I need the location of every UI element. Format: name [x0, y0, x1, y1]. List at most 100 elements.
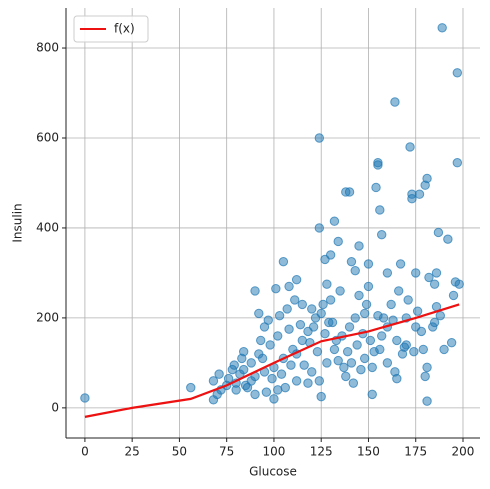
point: [282, 304, 292, 314]
point: [299, 360, 309, 370]
point: [354, 241, 364, 251]
point: [446, 337, 457, 348]
y-tick-label: 800: [36, 41, 59, 55]
x-tick-label: 125: [310, 445, 333, 459]
point: [363, 281, 374, 292]
point: [414, 189, 425, 199]
x-tick-label: 200: [452, 445, 475, 459]
point: [424, 272, 434, 283]
point: [392, 335, 402, 346]
point: [250, 389, 260, 400]
point: [314, 376, 325, 386]
point: [238, 346, 249, 357]
point: [278, 256, 289, 267]
point: [422, 396, 432, 406]
y-tick-label: 200: [36, 310, 59, 324]
point: [254, 308, 264, 319]
point: [320, 328, 330, 339]
point: [322, 358, 332, 368]
x-tick-label: 150: [357, 445, 380, 459]
point: [376, 331, 387, 341]
point: [276, 369, 287, 379]
point: [422, 362, 432, 373]
point: [394, 286, 404, 296]
point: [329, 344, 340, 355]
point: [214, 369, 224, 379]
point: [359, 308, 370, 319]
point: [242, 382, 253, 393]
point: [263, 315, 273, 325]
x-tick-label: 50: [172, 445, 187, 459]
point: [303, 378, 313, 388]
point: [286, 360, 296, 370]
point: [308, 322, 319, 332]
point: [274, 310, 285, 321]
point: [333, 236, 343, 247]
point: [250, 286, 260, 296]
point: [329, 216, 340, 226]
point: [452, 158, 463, 168]
point: [352, 340, 362, 350]
point: [454, 279, 464, 289]
point: [350, 313, 360, 323]
point: [231, 385, 241, 395]
point: [367, 389, 377, 400]
point: [257, 353, 268, 364]
point: [273, 385, 283, 395]
point: [348, 378, 359, 388]
point: [273, 331, 283, 341]
point: [325, 250, 336, 260]
point: [422, 173, 432, 184]
point: [186, 382, 196, 393]
point: [261, 387, 272, 397]
point: [307, 304, 317, 314]
point: [373, 310, 383, 321]
point: [284, 281, 294, 292]
point: [443, 234, 453, 244]
y-tick-label: 600: [36, 130, 59, 144]
point: [339, 362, 349, 373]
point: [373, 160, 383, 170]
x-axis-label: Glucose: [249, 465, 297, 479]
point: [369, 346, 379, 357]
point: [448, 290, 459, 301]
point: [316, 308, 326, 319]
point: [439, 344, 449, 355]
point: [346, 358, 357, 368]
point: [312, 346, 323, 357]
point: [429, 279, 440, 289]
point: [80, 393, 90, 403]
point: [208, 376, 219, 386]
point: [284, 324, 294, 334]
x-tick-label: 100: [262, 445, 285, 459]
point: [246, 358, 256, 368]
y-tick-label: 400: [36, 220, 59, 234]
point: [314, 223, 325, 233]
point: [403, 295, 413, 305]
point: [382, 268, 393, 278]
point: [318, 299, 328, 310]
point: [316, 391, 326, 402]
point: [344, 322, 355, 332]
y-tick-label: 0: [51, 400, 59, 414]
point: [390, 367, 400, 377]
point: [367, 362, 377, 373]
point: [297, 299, 308, 310]
point: [428, 322, 438, 332]
point: [376, 229, 387, 240]
point: [265, 340, 275, 350]
point: [405, 142, 415, 152]
point: [212, 389, 222, 400]
point: [390, 97, 400, 107]
point: [350, 265, 360, 276]
point: [361, 299, 372, 310]
point: [431, 268, 442, 278]
point: [411, 268, 421, 278]
point: [356, 364, 366, 375]
point: [354, 290, 364, 301]
point: [295, 319, 306, 330]
point: [271, 283, 281, 294]
legend-box: [73, 15, 149, 43]
point: [322, 279, 332, 289]
